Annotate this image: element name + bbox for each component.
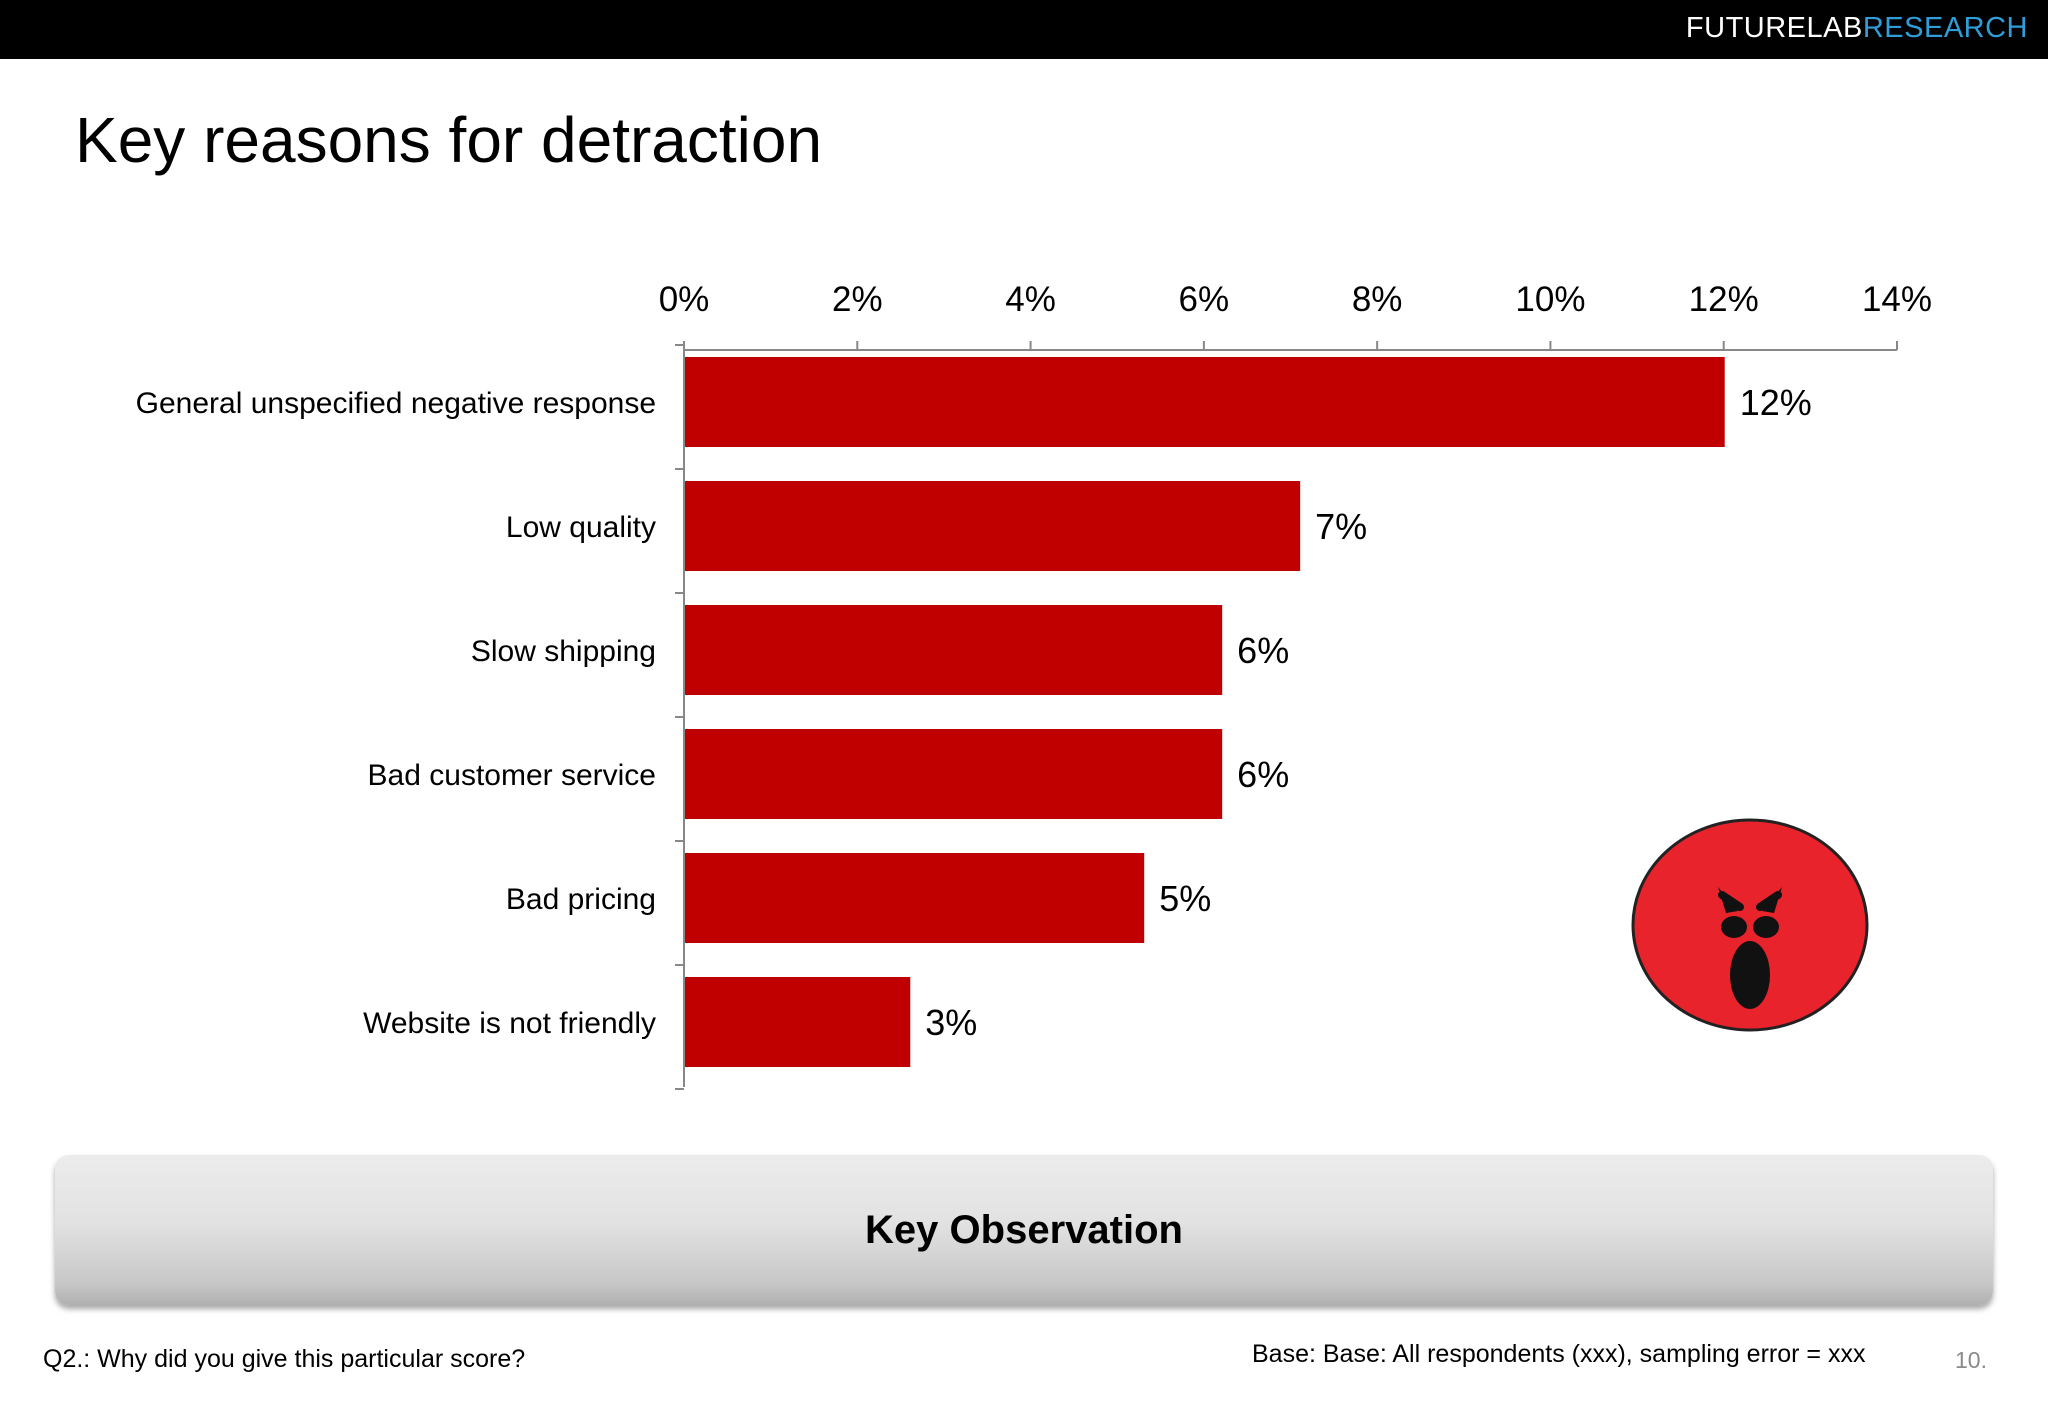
x-tick-label: 6% (1179, 280, 1230, 319)
survey-question: Q2.: Why did you give this particular sc… (43, 1345, 526, 1373)
x-tick-label: 2% (832, 280, 883, 319)
bar (685, 977, 911, 1067)
brand-logo: FUTURELABRESEARCH (1686, 10, 2028, 46)
x-tick-label: 0% (659, 280, 710, 319)
base-note: Base: Base: All respondents (xxx), sampl… (1252, 1340, 1866, 1368)
bar (685, 605, 1223, 695)
x-tick-label: 10% (1515, 280, 1585, 319)
x-tick-label: 8% (1352, 280, 1403, 319)
detraction-bar-chart: 0% 2% 4% 6% 8% 10% 12% 14% General unspecified n… (136, 280, 1932, 1090)
category-label: Slow shipping (471, 635, 656, 668)
page-number: 10. (1955, 1347, 1987, 1373)
category-label: General unspecified negative response (136, 387, 656, 420)
bar (685, 357, 1725, 447)
key-observation-title: Key Observation (865, 1207, 1183, 1252)
category-label: Low quality (506, 511, 656, 544)
category-label: Bad pricing (506, 883, 656, 916)
brand-part-2: RESEARCH (1862, 12, 2028, 44)
angry-face-icon (1630, 815, 1870, 1035)
data-label: 3% (925, 1002, 977, 1043)
x-tick-label: 12% (1689, 280, 1759, 319)
data-label: 6% (1237, 630, 1289, 671)
bar (685, 729, 1223, 819)
bar (685, 853, 1145, 943)
brand-part-1: FUTURELAB (1685, 12, 1863, 44)
bar (685, 481, 1301, 571)
data-label: 7% (1315, 506, 1367, 547)
key-observation-box: Key Observation (55, 1155, 1993, 1305)
slide-title: Key reasons for detraction (75, 104, 823, 176)
data-label: 6% (1237, 754, 1289, 795)
category-label: Website is not friendly (363, 1007, 656, 1040)
data-label: 12% (1740, 382, 1812, 423)
data-label: 5% (1159, 878, 1211, 919)
top-banner: FUTURELABRESEARCH (0, 0, 2048, 59)
x-tick-label: 4% (1005, 280, 1056, 319)
x-tick-label: 14% (1862, 280, 1932, 319)
category-label: Bad customer service (368, 759, 656, 792)
